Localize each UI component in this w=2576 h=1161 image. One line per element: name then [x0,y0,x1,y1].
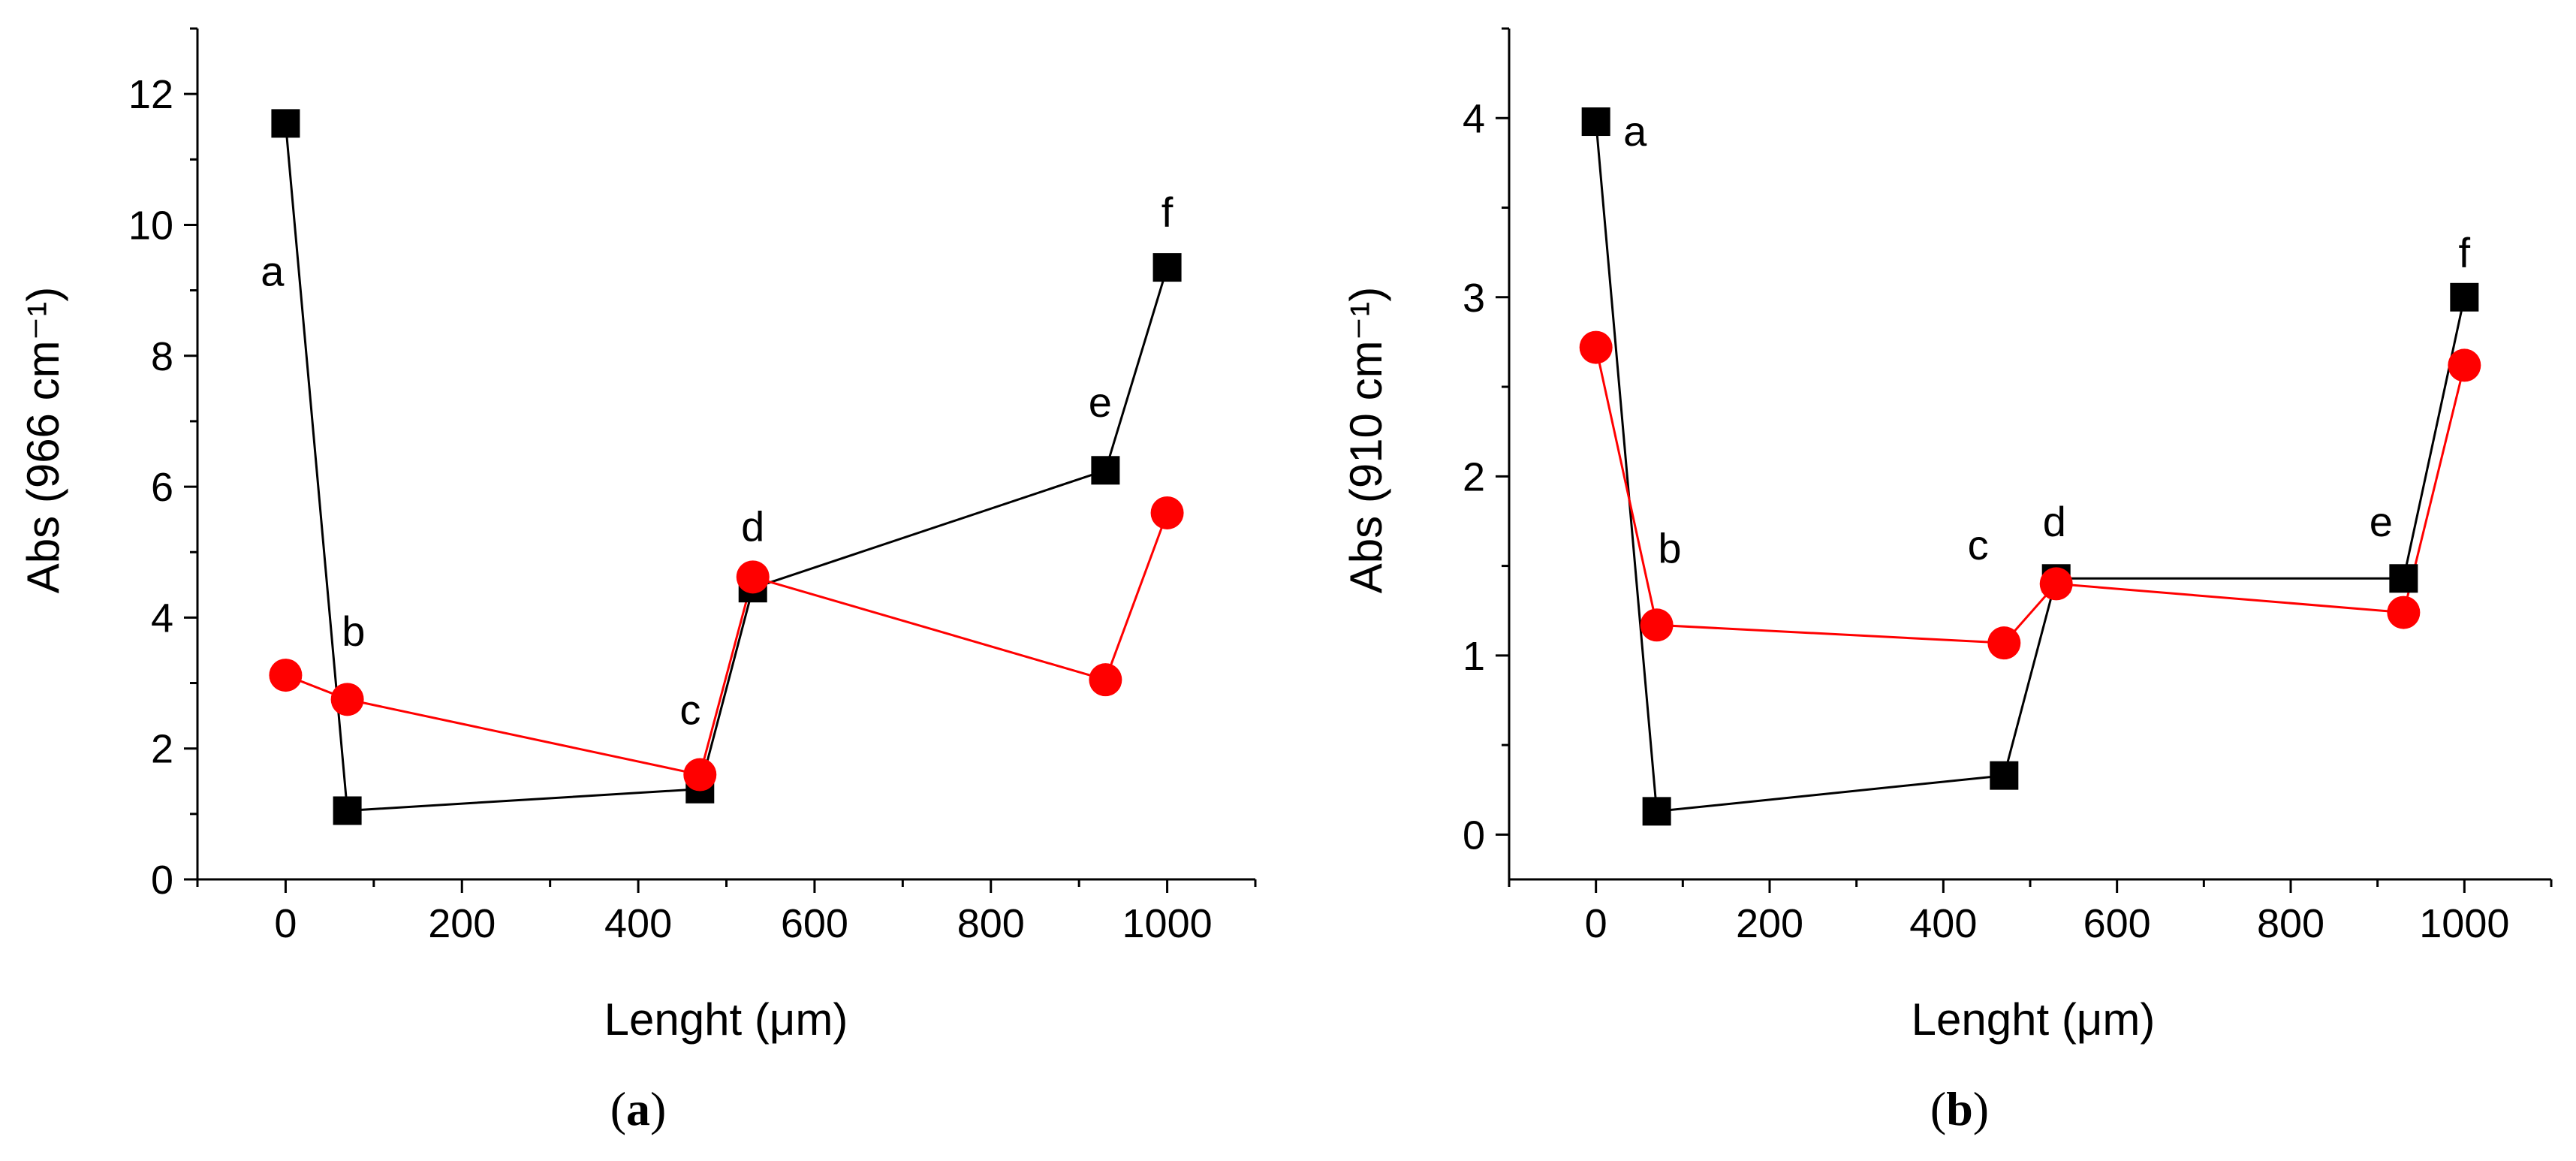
data-point-square [2389,564,2418,593]
y-tick-label: 12 [128,72,173,117]
data-point-square [1581,107,1610,137]
data-point-circle [269,659,303,692]
y-tick-label: 10 [128,203,173,248]
caption-a-letter: a [626,1082,650,1135]
data-point-circle [736,560,770,594]
data-point-circle [1987,626,2021,660]
data-point-square [1152,253,1182,282]
ticks: 0 200 400 600 800 1000 0 1 2 3 4 [1463,27,2553,946]
data-point-circle [1579,330,1613,364]
ticks: 0 200 400 600 800 1000 0 2 4 6 8 10 12 [128,27,1257,946]
point-label-f: f [1161,188,1174,236]
x-tick-label: 800 [2257,901,2324,946]
x-tick-label: 800 [957,901,1025,946]
point-label-d: d [2043,498,2066,545]
x-axis-title: Lenght (μm) [604,994,848,1045]
x-tick-label: 0 [274,901,297,946]
chart-panel-b: 0 200 400 600 800 1000 0 1 2 3 4 a b c d e f Lenght (μm… [1341,27,2553,1135]
data-point-circle [2387,596,2421,629]
x-tick-label: 1000 [1122,901,1213,946]
data-markers [269,109,1184,825]
caption-a: (a) [610,1082,667,1135]
point-label-b: b [342,608,365,655]
data-point-square [333,796,362,825]
data-point-square [1642,797,1671,826]
point-label-b: b [1658,525,1681,572]
x-tick-label: 600 [781,901,848,946]
y-axis-title: Abs (910 cm⁻¹) [1341,287,1391,593]
y-tick-label: 3 [1463,276,1485,321]
x-tick-label: 200 [1736,901,1803,946]
data-markers [1579,107,2481,826]
x-tick-label: 0 [1585,901,1607,946]
point-labels: a b c d e f [261,188,1174,733]
data-point-circle [1150,496,1184,529]
x-tick-label: 1000 [2419,901,2509,946]
data-point-circle [1089,663,1122,697]
x-axis-title: Lenght (μm) [1912,994,2156,1045]
y-tick-label: 0 [151,858,173,903]
x-tick-label: 400 [604,901,672,946]
y-tick-label: 2 [1463,454,1485,499]
data-point-square [1990,761,2019,790]
y-tick-label: 1 [1463,634,1485,679]
y-tick-label: 4 [1463,96,1485,141]
data-point-circle [2039,567,2073,601]
data-point-square [271,109,300,138]
data-point-square [2450,282,2479,312]
point-label-e: e [1089,378,1112,426]
y-tick-label: 4 [151,596,173,641]
y-tick-label: 2 [151,727,173,772]
data-point-square [1091,456,1120,485]
y-axis-title: Abs (966 cm⁻¹) [18,287,68,593]
data-point-circle [2448,348,2481,382]
x-tick-label: 400 [1909,901,1977,946]
chart-panel-a: 0 200 400 600 800 1000 0 2 4 6 8 10 12 a b c d e f Lenght… [18,27,1257,1135]
y-tick-label: 0 [1463,813,1485,858]
y-tick-label: 8 [151,334,173,379]
x-tick-label: 200 [428,901,496,946]
caption-b-letter: b [1946,1082,1973,1135]
point-labels: a b c d e f [1623,107,2470,572]
point-label-d: d [741,502,764,550]
y-tick-label: 6 [151,465,173,510]
point-label-a: a [1623,107,1647,155]
data-point-circle [683,758,717,792]
point-label-a: a [261,247,285,294]
caption-b: (b) [1930,1082,1989,1135]
x-tick-label: 600 [2083,901,2151,946]
point-label-c: c [1968,521,1989,568]
data-point-circle [1640,608,1674,642]
point-label-e: e [2370,498,2393,545]
point-label-c: c [679,686,700,733]
series-line-black-squares [1595,121,2466,813]
data-point-circle [330,683,364,716]
point-label-f: f [2459,229,2471,276]
